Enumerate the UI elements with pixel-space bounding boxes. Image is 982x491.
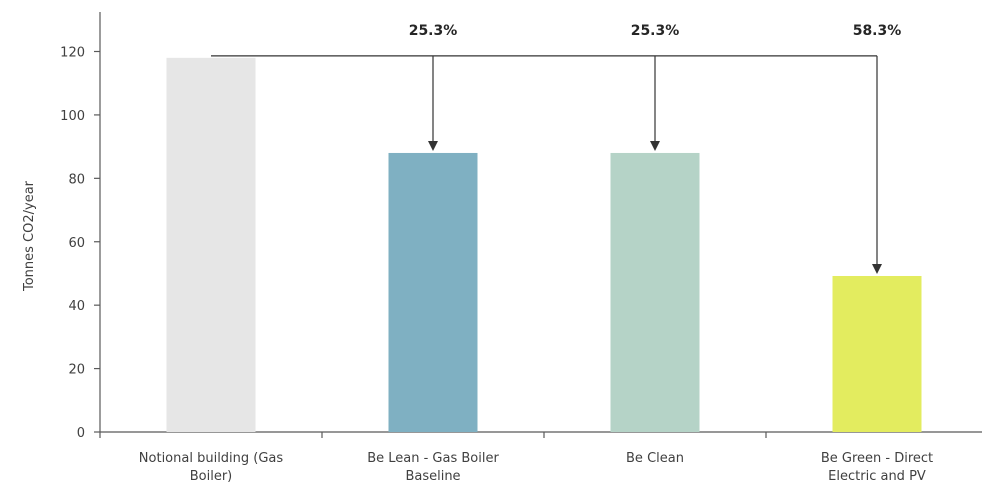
bar (166, 57, 256, 432)
reduction-arrows: 25.3% 25.3% 58.3% (211, 23, 902, 274)
y-tick-label: 20 (68, 363, 85, 378)
bar (832, 275, 922, 432)
y-axis-title: Tonnes CO2/year (22, 180, 37, 292)
y-tick-label: 100 (60, 109, 85, 124)
y-tick-label: 0 (77, 426, 85, 441)
y-axis: 0 20 40 60 80 100 120 (60, 12, 101, 441)
bar (388, 152, 478, 432)
x-axis (99, 431, 982, 438)
category-label: Be Lean - Gas Boiler Baseline (367, 451, 499, 484)
y-tick-label: 60 (68, 236, 85, 251)
reduction-label: 25.3% (631, 23, 680, 39)
y-tick-label: 120 (60, 46, 85, 61)
reduction-label: 25.3% (409, 23, 458, 39)
category-labels: Notional building (Gas Boiler) Be Lean - G… (139, 451, 933, 484)
category-label: Be Clean (626, 451, 684, 466)
y-tick-label: 80 (68, 172, 85, 187)
category-label: Notional building (Gas Boiler) (139, 451, 284, 484)
reduction-label: 58.3% (853, 23, 902, 39)
bar (610, 152, 700, 432)
category-label: Be Green - Direct Electric and PV (821, 451, 933, 484)
y-tick-label: 40 (68, 299, 85, 314)
bars (166, 57, 922, 432)
